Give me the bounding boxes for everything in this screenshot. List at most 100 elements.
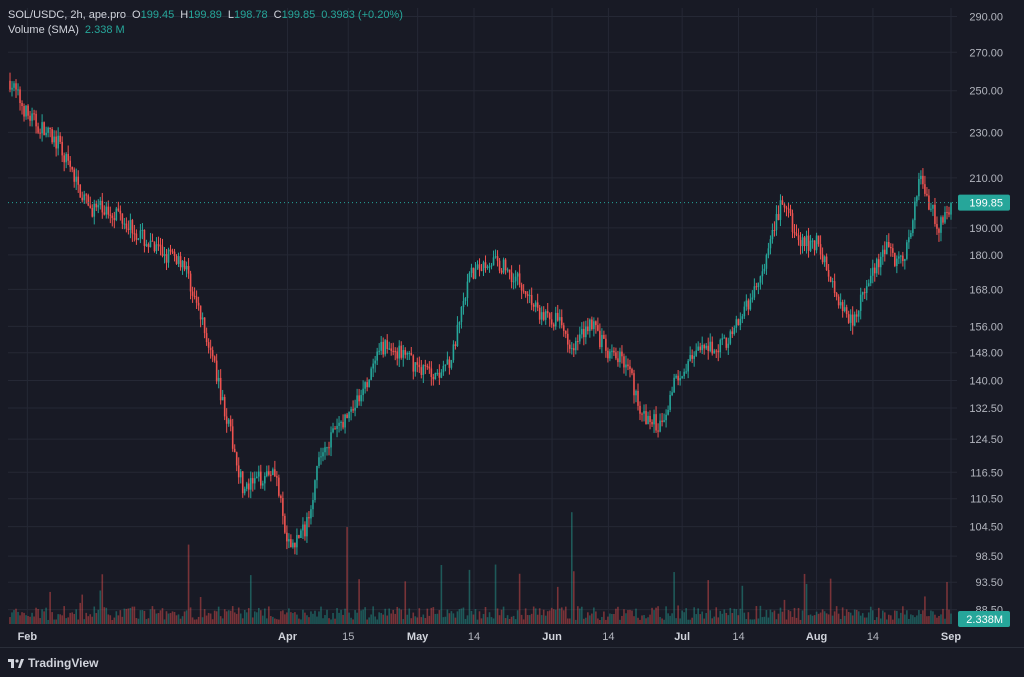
candle-body bbox=[721, 338, 724, 340]
candle-body bbox=[35, 113, 37, 127]
candle-body bbox=[631, 369, 633, 374]
candle-body bbox=[811, 240, 814, 242]
candle-body bbox=[89, 205, 92, 208]
candle-body bbox=[264, 476, 266, 484]
volume-bar bbox=[683, 612, 685, 624]
volume-bar bbox=[187, 544, 190, 624]
volume-bar bbox=[185, 610, 188, 624]
candle-body bbox=[145, 244, 148, 246]
candle-body bbox=[75, 176, 78, 182]
candle-body bbox=[41, 122, 43, 134]
volume-bar bbox=[797, 607, 800, 624]
candle-body bbox=[705, 345, 708, 349]
candle-body bbox=[23, 106, 25, 117]
candle-body bbox=[761, 271, 764, 277]
grid-lines bbox=[8, 8, 957, 624]
volume-bar bbox=[93, 606, 96, 624]
volume-bar bbox=[239, 613, 242, 624]
candle-body bbox=[685, 371, 687, 373]
time-tick-label: Jul bbox=[674, 631, 690, 643]
candle-body bbox=[611, 350, 613, 352]
volume-bar bbox=[183, 611, 186, 624]
volume-bar bbox=[532, 606, 535, 624]
candle-body bbox=[47, 127, 49, 133]
volume-bar bbox=[344, 608, 346, 624]
volume-bar bbox=[526, 615, 529, 624]
volume-bar bbox=[765, 610, 768, 624]
candle-body bbox=[572, 348, 575, 351]
price-tick-label: 290.00 bbox=[969, 12, 1003, 24]
candle-body bbox=[65, 153, 67, 163]
candle-body bbox=[31, 113, 33, 121]
volume-bar bbox=[749, 619, 752, 624]
candle-body bbox=[946, 212, 948, 214]
volume-bar bbox=[813, 615, 816, 624]
candle-body bbox=[352, 409, 354, 411]
volume-bar bbox=[177, 614, 180, 624]
candle-body bbox=[233, 448, 236, 453]
volume-bar bbox=[502, 606, 505, 624]
volume-bar bbox=[803, 573, 806, 624]
candle-body bbox=[526, 294, 529, 296]
candle-body bbox=[480, 269, 483, 271]
volume-bar bbox=[352, 619, 354, 624]
volume-bar bbox=[849, 612, 852, 624]
volume-bar bbox=[916, 615, 918, 624]
candle-body bbox=[725, 337, 728, 348]
candle-body bbox=[406, 353, 409, 355]
candle-body bbox=[715, 350, 718, 352]
candle-body bbox=[510, 272, 513, 282]
candle-body bbox=[464, 298, 467, 302]
candle-body bbox=[446, 359, 449, 365]
candle-body bbox=[386, 340, 389, 350]
volume-bar bbox=[946, 582, 948, 624]
volume-bar bbox=[705, 612, 708, 624]
candle-body bbox=[107, 206, 110, 215]
candle-body bbox=[177, 256, 180, 264]
symbol-label[interactable]: SOL/USDC, 2h, ape.pro bbox=[8, 9, 127, 21]
candle-body bbox=[841, 302, 844, 312]
volume-bar bbox=[231, 606, 234, 624]
candle-body bbox=[709, 341, 712, 351]
last-price-label: 199.85 bbox=[969, 198, 1003, 210]
volume-bar bbox=[572, 571, 575, 624]
price-tick-label: 98.50 bbox=[975, 551, 1003, 563]
candle-body bbox=[591, 319, 593, 330]
volume-bar bbox=[811, 615, 814, 624]
volume-bar bbox=[362, 609, 364, 624]
volume-bar bbox=[829, 578, 832, 624]
candle-body bbox=[298, 535, 300, 538]
volume-bar bbox=[348, 612, 350, 624]
candle-body bbox=[765, 255, 768, 269]
candle-body bbox=[199, 305, 202, 320]
candle-body bbox=[747, 300, 750, 310]
candle-body bbox=[805, 235, 808, 247]
volume-bar bbox=[366, 619, 368, 624]
candle-body bbox=[404, 350, 407, 355]
candle-body bbox=[125, 223, 128, 229]
volume-bar bbox=[819, 612, 822, 624]
candle-body bbox=[867, 283, 870, 287]
candle-body bbox=[625, 364, 627, 368]
candle-body bbox=[223, 397, 226, 417]
volume-bar bbox=[326, 609, 328, 624]
volume-bar bbox=[223, 609, 226, 624]
volume-bar bbox=[420, 617, 423, 624]
candle-body bbox=[179, 256, 182, 268]
candle-body bbox=[266, 471, 268, 477]
volume-bar bbox=[229, 610, 232, 624]
candle-body bbox=[601, 334, 603, 348]
volume-bar bbox=[165, 611, 168, 624]
candle-body bbox=[388, 348, 391, 350]
volume-bar bbox=[35, 607, 37, 624]
tradingview-footer[interactable]: TradingView bbox=[8, 656, 98, 670]
candle-body bbox=[673, 377, 675, 393]
candle-body bbox=[241, 471, 244, 494]
volume-label[interactable]: Volume (SMA) bbox=[8, 24, 79, 36]
volume-bar bbox=[59, 614, 61, 624]
candle-body bbox=[358, 395, 360, 402]
volume-bar bbox=[540, 615, 543, 624]
volume-bar bbox=[11, 612, 13, 624]
candle-body bbox=[831, 281, 834, 283]
